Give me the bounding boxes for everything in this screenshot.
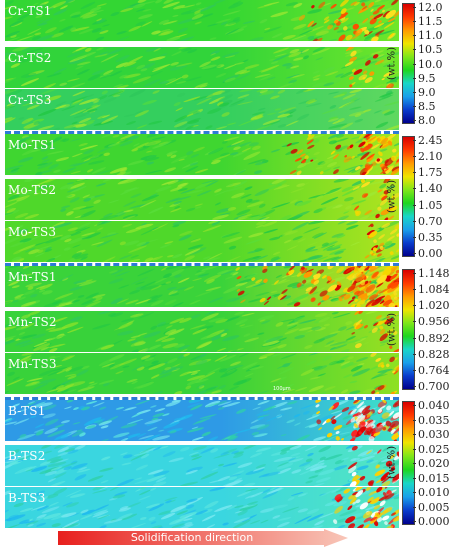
scale-bar-label: 100μm bbox=[273, 386, 291, 392]
colorbar-gradient bbox=[402, 136, 415, 257]
colorbar-tick-label: 0.040 bbox=[413, 399, 450, 412]
colorbar-unit-label: (wt.%) bbox=[386, 312, 398, 346]
colorbar-tick-label: 0.010 bbox=[413, 486, 450, 499]
colorbar-tick-label: 10.5 bbox=[413, 43, 443, 57]
group-divider-2 bbox=[5, 263, 399, 266]
map-image bbox=[5, 445, 399, 486]
colorbar-b: 0.040 0.035 0.030 0.025 0.020 0.015 0.010 0.005… bbox=[387, 399, 466, 528]
strip-label: Cr-TS2 bbox=[8, 51, 52, 65]
map-image bbox=[5, 47, 399, 88]
colorbar-tick-label: 1.75 bbox=[413, 166, 443, 180]
map-strip-mn-ts3: Mn-TS3 100μm bbox=[5, 353, 399, 394]
map-strip-mo-ts1: Mo-TS1 bbox=[5, 134, 399, 175]
strip-label: Mn-TS3 bbox=[8, 357, 57, 371]
arrow-label: Solidification direction bbox=[130, 531, 254, 544]
colorbar-tick-label: 0.020 bbox=[413, 457, 450, 470]
map-strip-mn-ts1: Mn-TS1 bbox=[5, 266, 399, 307]
map-strip-b-ts3: B-TS3 bbox=[5, 487, 399, 528]
colorbar-tick-label: 0.35 bbox=[413, 230, 443, 244]
colorbar-unit-label: (wt.%) bbox=[386, 46, 398, 80]
map-image bbox=[5, 89, 399, 130]
colorbar-tick-label: 1.148 bbox=[413, 267, 450, 280]
map-strip-mo-ts2: Mo-TS2 bbox=[5, 179, 399, 220]
colorbar-cr: 12.0 11.5 11.0 10.5 10.0 9.5 9.0 8.5 8.0 (wt.%) bbox=[387, 1, 466, 127]
colorbar-mo: 2.45 2.10 1.75 1.40 1.05 0.70 0.35 0.00 (wt.%) bbox=[387, 134, 466, 260]
colorbar-tick-label: 11.0 bbox=[413, 29, 443, 43]
map-image bbox=[5, 311, 399, 352]
colorbar-tick-label: 0.828 bbox=[413, 347, 450, 361]
colorbar-tick-label: 9.5 bbox=[413, 71, 436, 85]
strip-label: Cr-TS3 bbox=[8, 93, 52, 107]
map-strip-b-ts2: B-TS2 bbox=[5, 445, 399, 486]
colorbar-tick-label: 11.5 bbox=[413, 15, 443, 29]
colorbar-tick-label: 0.035 bbox=[413, 413, 450, 427]
group-divider-1 bbox=[5, 131, 399, 134]
colorbar-tick-label: 0.700 bbox=[413, 380, 450, 393]
map-strip-mo-ts3: Mo-TS3 bbox=[5, 221, 399, 262]
map-image bbox=[5, 134, 399, 175]
colorbar-tick-label: 12.0 bbox=[413, 1, 443, 14]
strip-label: B-TS3 bbox=[8, 491, 46, 505]
strip-label: Mo-TS3 bbox=[8, 225, 57, 239]
colorbar-tick-label: 0.764 bbox=[413, 363, 450, 377]
solidification-arrow: Solidification direction bbox=[58, 529, 348, 547]
map-strip-b-ts1: B-TS1 bbox=[5, 400, 399, 441]
colorbar-tick-label: 8.0 bbox=[413, 114, 436, 127]
map-image bbox=[5, 487, 399, 528]
colorbar-tick-label: 0.030 bbox=[413, 428, 450, 441]
colorbar-unit-label: (wt.%) bbox=[386, 445, 398, 480]
map-strip-mn-ts2: Mn-TS2 bbox=[5, 311, 399, 352]
map-image bbox=[5, 179, 399, 220]
colorbar-tick-label: 0.015 bbox=[413, 471, 450, 485]
map-image bbox=[5, 266, 399, 307]
colorbar-tick-label: 0.956 bbox=[413, 315, 450, 329]
colorbar-tick-label: 0.70 bbox=[413, 214, 443, 228]
colorbar-tick-label: 0.025 bbox=[413, 442, 450, 456]
colorbar-tick-label: 1.05 bbox=[413, 198, 443, 212]
strip-label: B-TS2 bbox=[8, 449, 46, 463]
map-strip-cr-ts2: Cr-TS2 bbox=[5, 47, 399, 88]
colorbar-tick-label: 1.40 bbox=[413, 182, 443, 196]
map-image bbox=[5, 400, 399, 441]
map-strip-cr-ts1: Cr-TS1 bbox=[5, 0, 399, 41]
colorbar-tick-label: 0.005 bbox=[413, 500, 450, 514]
colorbar-gradient bbox=[402, 269, 415, 390]
strip-stack: Cr-TS1 Cr-TS2 Cr-TS3 Mo-TS1 Mo-TS2 Mo-TS3 Mn-T… bbox=[5, 0, 399, 530]
colorbar-unit-label: (wt.%) bbox=[386, 179, 398, 213]
map-image bbox=[5, 221, 399, 262]
group-divider-3 bbox=[5, 397, 399, 400]
strip-label: Cr-TS1 bbox=[8, 4, 52, 18]
map-strip-cr-ts3: Cr-TS3 bbox=[5, 89, 399, 130]
colorbar-tick-label: 1.084 bbox=[413, 283, 450, 297]
colorbar-tick-label: 10.0 bbox=[413, 57, 443, 71]
colorbar-tick-label: 1.020 bbox=[413, 299, 450, 313]
strip-label: B-TS1 bbox=[8, 404, 46, 418]
colorbar-tick-label: 9.0 bbox=[413, 85, 436, 99]
colorbar-tick-label: 0.892 bbox=[413, 331, 450, 345]
colorbar-tick-label: 8.5 bbox=[413, 99, 436, 113]
strip-label: Mo-TS2 bbox=[8, 183, 57, 197]
colorbar-tick-label: 0.00 bbox=[413, 247, 443, 260]
colorbar-tick-label: 0.000 bbox=[413, 515, 450, 528]
strip-label: Mo-TS1 bbox=[8, 138, 57, 152]
strip-label: Mn-TS2 bbox=[8, 315, 57, 329]
map-image bbox=[5, 0, 399, 41]
map-image bbox=[5, 353, 399, 394]
strip-label: Mn-TS1 bbox=[8, 270, 57, 284]
colorbar-tick-label: 2.10 bbox=[413, 150, 443, 164]
colorbar-mn: 1.148 1.084 1.020 0.956 0.892 0.828 0.764 0.700… bbox=[387, 267, 466, 393]
arrow-shape bbox=[58, 529, 348, 547]
colorbar-tick-label: 2.45 bbox=[413, 134, 443, 147]
